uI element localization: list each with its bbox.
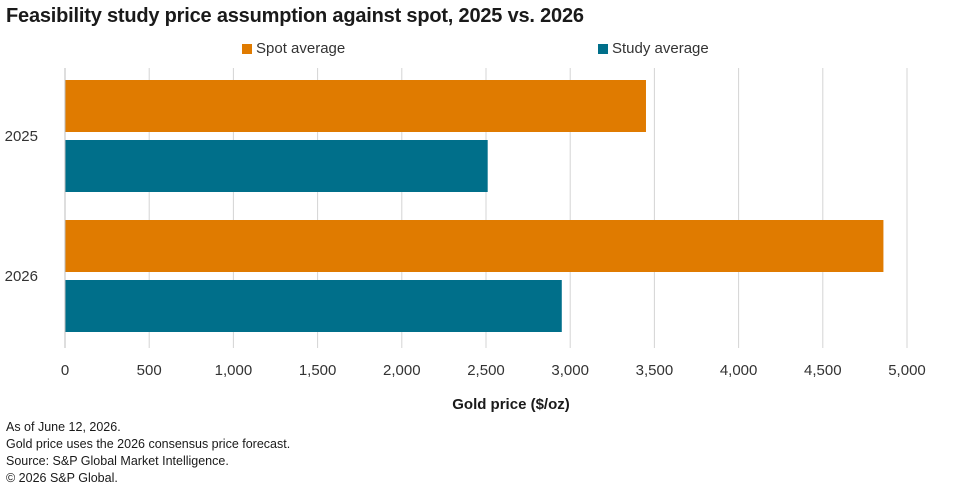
footnote-forecast: Gold price uses the 2026 consensus price… [6, 437, 291, 451]
bar-study-average-2025 [65, 140, 488, 192]
footnote-copyright: © 2026 S&P Global. [6, 471, 118, 485]
x-tick-label: 5,000 [888, 362, 926, 379]
y-tick-label: 2026 [5, 268, 38, 285]
footnote-date: As of June 12, 2026. [6, 420, 121, 434]
y-tick-label: 2025 [5, 128, 38, 145]
chart-title: Feasibility study price assumption again… [6, 5, 584, 27]
bar-study-average-2026 [65, 280, 562, 332]
bar-spot-average-2026 [65, 220, 884, 272]
x-tick-label: 3,500 [636, 362, 674, 379]
x-tick-label: 500 [137, 362, 162, 379]
bar-chart: 2025 2026 0 500 1,000 1,500 2,000 2,500 3,000 3,5… [5, 68, 926, 413]
x-tick-label: 1,000 [215, 362, 253, 379]
x-tick-label: 2,500 [467, 362, 505, 379]
footnote-source: Source: S&P Global Market Intelligence. [6, 454, 229, 468]
legend-label-spot: Spot average [256, 40, 346, 57]
x-tick-label: 4,500 [804, 362, 842, 379]
x-axis-label: Gold price ($/oz) [452, 396, 570, 413]
x-tick-label: 0 [61, 362, 69, 379]
x-tick-label: 4,000 [720, 362, 758, 379]
legend-swatch-spot [242, 43, 252, 54]
legend-item-spot: Spot average [242, 40, 345, 57]
legend-label-study: Study average [612, 40, 709, 57]
bar-spot-average-2025 [65, 80, 646, 132]
legend-item-study: Study average [598, 40, 709, 57]
x-tick-label: 1,500 [299, 362, 337, 379]
x-tick-label: 3,000 [551, 362, 589, 379]
legend-swatch-study [598, 43, 608, 54]
x-tick-label: 2,000 [383, 362, 421, 379]
